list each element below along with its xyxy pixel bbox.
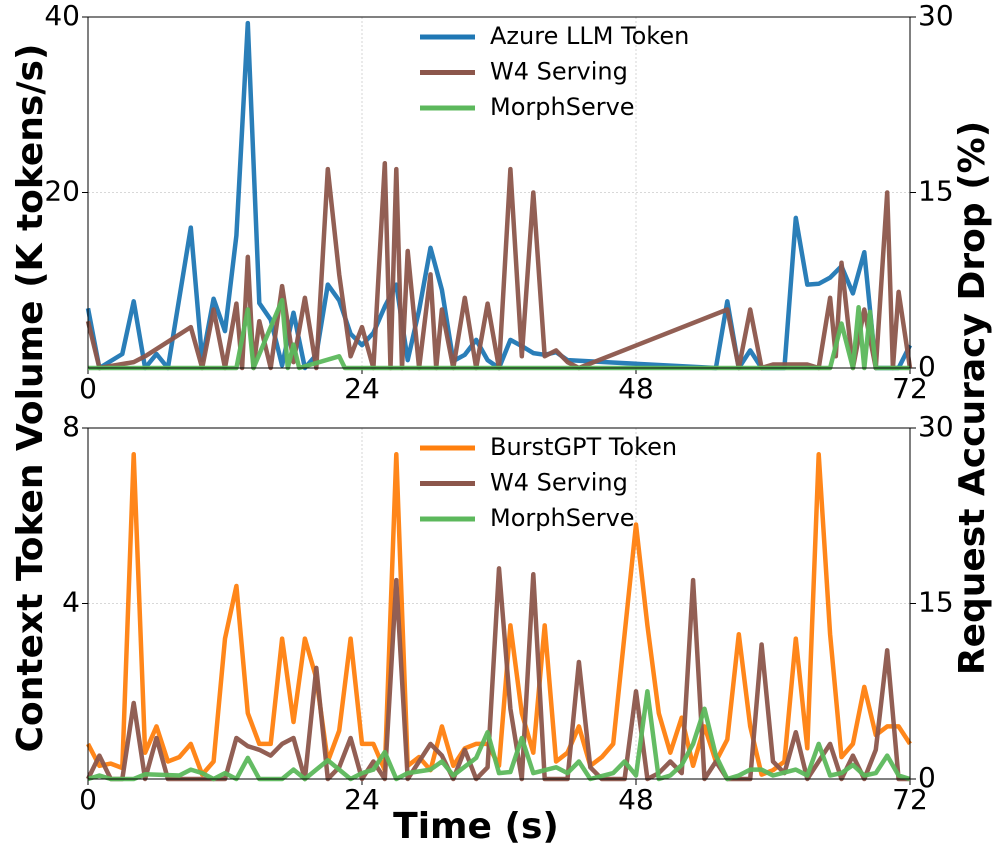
legend-label: MorphServe (490, 504, 635, 532)
series-line (85, 20, 913, 371)
series-line (85, 566, 910, 782)
plot-frame (87, 16, 911, 369)
y2-tick-label: 0 (918, 350, 936, 383)
legend-label: MorphServe (490, 93, 635, 121)
x-tick-label: 48 (618, 783, 654, 816)
legend-label: BurstGPT Token (490, 433, 677, 461)
y-tick-label: 8 (62, 410, 80, 443)
y-tick-label: 40 (44, 0, 80, 32)
legend-label: W4 Serving (490, 58, 628, 86)
series-line (87, 689, 911, 782)
y2-tick-label: 15 (918, 586, 954, 619)
legend-label: Azure LLM Token (490, 22, 689, 50)
y2-tick-label: 30 (918, 410, 954, 443)
x-tick-label: 24 (344, 783, 380, 816)
y2-tick-label: 0 (918, 761, 936, 794)
y2-tick-label: 15 (918, 175, 954, 208)
series-line (86, 452, 912, 777)
series-line (88, 297, 910, 371)
x-tick-label: 72 (892, 372, 928, 405)
y2-axis-label: Request Accuracy Drop (%) (952, 121, 993, 675)
x-axis-label: Time (s) (393, 806, 559, 847)
y-tick-label: 20 (44, 175, 80, 208)
y-axis-label: Context Token Volume (K tokens/s) (10, 44, 51, 753)
plot-frame (87, 427, 911, 780)
x-tick-label: 0 (79, 372, 97, 405)
x-tick-label: 72 (892, 783, 928, 816)
x-tick-label: 0 (79, 783, 97, 816)
x-tick-label: 48 (618, 372, 654, 405)
y2-tick-label: 30 (918, 0, 954, 32)
y-tick-label: 4 (62, 586, 80, 619)
x-tick-label: 24 (344, 372, 380, 405)
legend-label: W4 Serving (490, 469, 628, 497)
